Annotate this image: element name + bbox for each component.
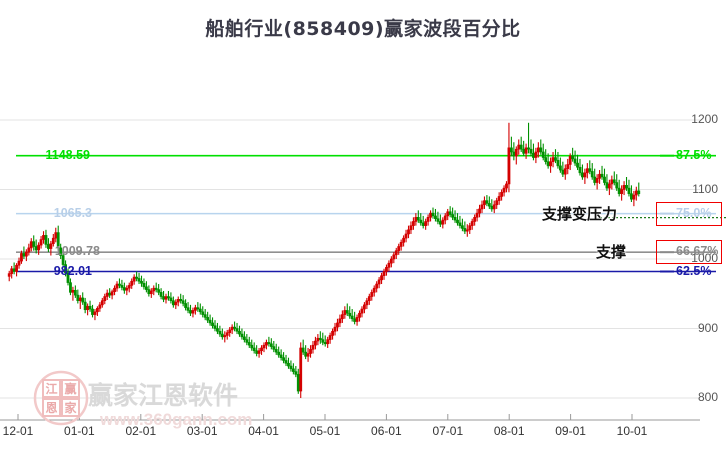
level-value-label: 1148.59	[45, 147, 91, 162]
level-percent-label: 87.5%	[676, 147, 712, 162]
y-axis-tick-label: 1000	[691, 251, 718, 265]
level-percent-label: 75.0%	[676, 205, 712, 220]
x-axis-tick-label: 12-01	[2, 424, 34, 438]
x-axis-tick-label: 09-01	[555, 424, 586, 438]
page-title: 船舶行业(858409)赢家波段百分比	[205, 18, 521, 40]
y-axis-tick-label: 1100	[692, 181, 718, 196]
x-axis-tick-label: 04-01	[248, 424, 279, 438]
x-axis-tick-label: 08-01	[493, 424, 525, 438]
level-percent-label: 62.5%	[676, 263, 712, 278]
x-axis-tick-label: 10-01	[616, 424, 648, 438]
svg-text:家: 家	[64, 400, 77, 415]
level-value-label: 1065.3	[53, 205, 92, 220]
level-percent-highlight-box	[656, 201, 722, 226]
x-axis-tick-label: 07-01	[432, 424, 464, 438]
seal-watermark-icon: 江 赢 恩 家	[33, 370, 89, 426]
svg-text:江: 江	[45, 381, 57, 396]
y-axis-tick-label: 900	[697, 320, 718, 335]
x-axis-tick-label: 02-01	[125, 424, 157, 438]
level-percent-highlight-box	[656, 240, 722, 265]
chart-annotation: 支撑	[596, 243, 627, 262]
x-axis-tick-label: 05-01	[309, 424, 341, 438]
brand-watermark: 赢家江恩软件	[88, 381, 239, 410]
url-watermark: www.360gann.com	[100, 410, 253, 429]
svg-text:恩: 恩	[45, 400, 57, 415]
svg-text:赢: 赢	[64, 381, 76, 396]
y-axis-tick-label: 1200	[691, 112, 718, 126]
y-axis-tick-label: 800	[697, 390, 718, 404]
chart-annotation: 支撑变压力	[542, 204, 618, 223]
level-percent-label: 66.67%	[676, 244, 719, 259]
level-value-label: 1009.78	[54, 244, 100, 259]
x-axis-tick-label: 06-01	[371, 424, 402, 438]
x-axis-tick-label: 01-01	[64, 424, 95, 438]
level-value-label: 982.01	[53, 263, 92, 278]
x-axis-tick-label: 03-01	[186, 424, 218, 438]
